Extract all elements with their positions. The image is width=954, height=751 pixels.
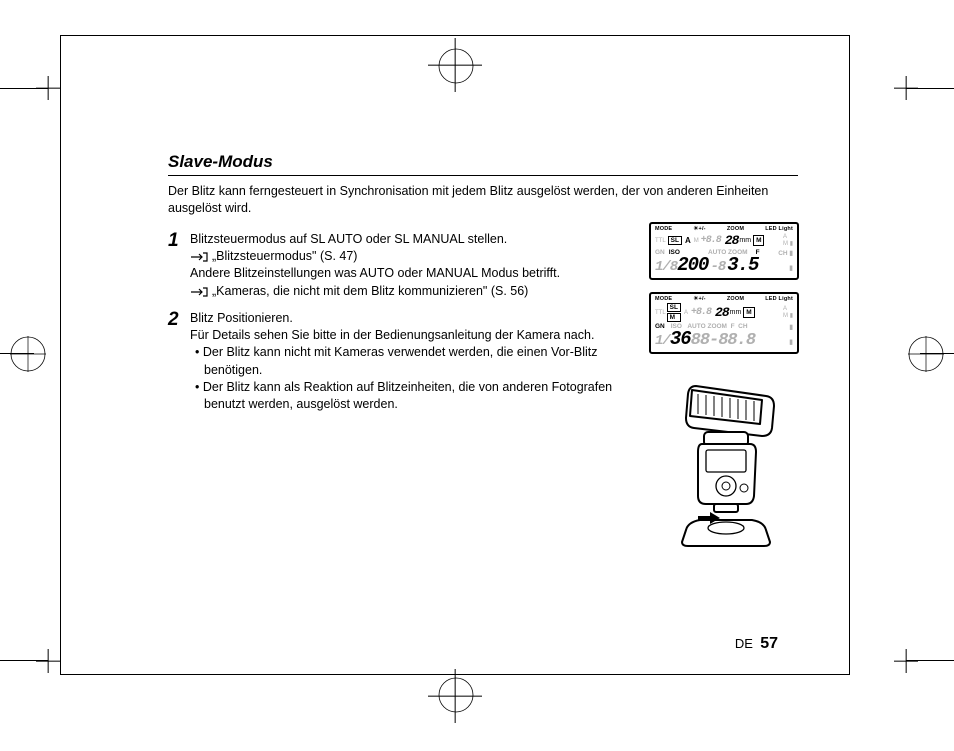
lcd-mode-sl: SL — [667, 303, 681, 312]
lcd-dim: ▮ — [789, 339, 793, 346]
lcd-unit: mm — [739, 237, 751, 244]
lcd-display-1: MODE ☀+/- ZOOM LED Light TTL SL A M +8.8… — [649, 222, 799, 280]
lcd-label: MODE — [655, 226, 672, 232]
lcd-mode-a: A — [685, 236, 691, 245]
lcd-dim: AM ▮ — [783, 306, 793, 319]
lcd-label: ☀+/- — [693, 226, 705, 232]
lcd-unit: mm — [730, 309, 742, 316]
cropmark-tick — [906, 660, 954, 661]
lcd-panels: MODE ☀+/- ZOOM LED Light TTL SL A M +8.8… — [649, 222, 799, 366]
lcd-zoom-m: M — [743, 307, 754, 318]
registration-mark — [438, 677, 474, 713]
lcd-dim: TTL — [655, 310, 666, 316]
lcd-iso-value: 200 — [677, 256, 708, 275]
lcd-label: ZOOM — [727, 226, 744, 232]
intro-paragraph: Der Blitz kann ferngesteuert in Synchron… — [168, 183, 798, 217]
footer-page-number: 57 — [760, 635, 778, 652]
lcd-dim: TTL — [655, 238, 666, 244]
cropmark-cross — [894, 649, 918, 673]
step-number: 2 — [168, 310, 190, 414]
lcd-dim: M — [694, 238, 699, 244]
lcd-gn-label: GN — [655, 323, 665, 331]
lcd-dim-value: +8.8 — [691, 307, 711, 318]
step-text: Blitz Positionieren. — [190, 310, 638, 327]
footer-language: DE — [735, 636, 753, 651]
step-number: 1 — [168, 231, 190, 300]
pointer-icon — [190, 252, 208, 262]
lcd-dim: 1/ — [655, 334, 670, 348]
cropmark-tick — [0, 660, 48, 661]
page-footer: DE 57 — [735, 635, 778, 653]
cropmark-tick — [0, 88, 48, 89]
lcd-dim: GN — [655, 249, 665, 257]
registration-mark — [10, 336, 46, 372]
section-heading: Slave-Modus — [168, 152, 798, 176]
lcd-dim: -8 — [710, 260, 725, 274]
bullet-item: Der Blitz kann als Reaktion auf Blitzein… — [190, 379, 638, 414]
lcd-dim: AM ▮ — [783, 234, 793, 247]
lcd-dim: ▮ — [789, 323, 793, 331]
step-text: Für Details sehen Sie bitte in der Bedie… — [190, 327, 638, 344]
lcd-zoom-m: M — [753, 235, 764, 246]
lcd-mode-sl: SL — [668, 236, 682, 245]
lcd-label: LED Light — [765, 296, 793, 302]
lcd-dim-value: 1/8 — [655, 260, 677, 274]
lcd-dim-value: 88-88.8 — [691, 332, 755, 349]
lcd-dim: A — [684, 310, 688, 316]
registration-mark — [908, 336, 944, 372]
step-text: Andere Blitzeinstellungen was AUTO oder … — [190, 265, 560, 282]
bullet-item: Der Blitz kann nicht mit Kameras verwend… — [190, 344, 638, 379]
registration-mark — [438, 48, 474, 84]
step-reference: „Blitzsteuermodus" (S. 47) — [190, 248, 560, 265]
lcd-display-2: MODE ☀+/- ZOOM LED Light TTL SL M A +8.8… — [649, 292, 799, 354]
lcd-label: LED Light — [765, 226, 793, 232]
lcd-dim: CH ▮ — [778, 249, 793, 257]
lcd-label: ZOOM — [727, 296, 744, 302]
lcd-label: ☀+/- — [693, 296, 705, 302]
lcd-dim-value: +8.8 — [701, 235, 721, 246]
lcd-label: MODE — [655, 296, 672, 302]
cropmark-cross — [36, 649, 60, 673]
step-reference: „Kameras, die nicht mit dem Blitz kommun… — [190, 283, 560, 300]
lcd-zoom-value: 28 — [715, 305, 729, 320]
lcd-mode-m: M — [667, 313, 681, 322]
pointer-icon — [190, 287, 208, 297]
lcd-gn-value: 36 — [670, 330, 691, 349]
flash-unit-illustration — [648, 378, 798, 553]
step-text: Blitzsteuermodus auf SL AUTO oder SL MAN… — [190, 231, 560, 248]
cropmark-tick — [906, 88, 954, 89]
lcd-f-value: 3.5 — [727, 256, 758, 275]
lcd-zoom-value: 28 — [725, 233, 739, 248]
lcd-dim: ▮ — [789, 265, 793, 272]
